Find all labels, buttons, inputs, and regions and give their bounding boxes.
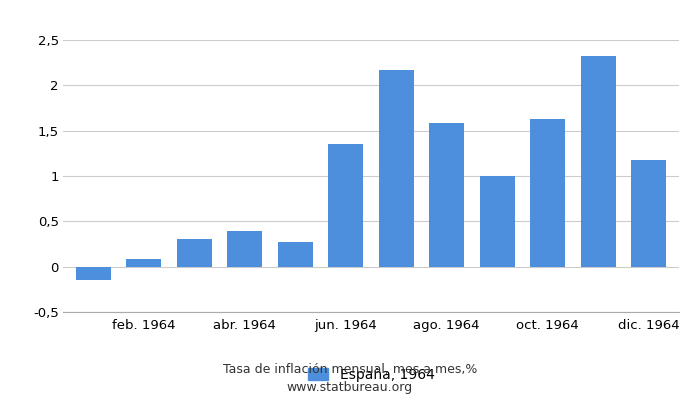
Bar xyxy=(530,119,566,267)
Legend: España, 1964: España, 1964 xyxy=(302,362,440,388)
Bar xyxy=(176,238,212,267)
Bar xyxy=(227,231,262,267)
Bar xyxy=(379,70,414,267)
Bar xyxy=(126,260,162,267)
Bar xyxy=(480,176,515,267)
Bar xyxy=(328,144,363,267)
Bar xyxy=(76,267,111,280)
Bar xyxy=(429,124,464,267)
Text: Tasa de inflación mensual, mes a mes,%: Tasa de inflación mensual, mes a mes,% xyxy=(223,364,477,376)
Bar xyxy=(631,160,666,267)
Bar xyxy=(580,56,616,267)
Text: www.statbureau.org: www.statbureau.org xyxy=(287,382,413,394)
Bar xyxy=(278,242,313,267)
